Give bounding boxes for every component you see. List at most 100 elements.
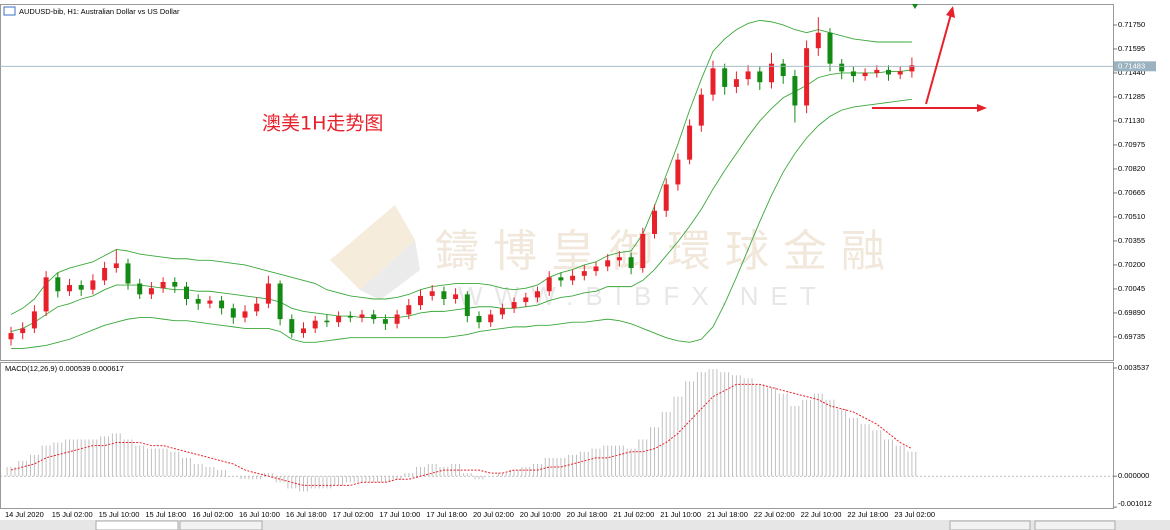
- marker: [912, 4, 918, 9]
- macd-signal: [10, 383, 913, 486]
- candle-body: [792, 76, 798, 106]
- candle-body: [289, 319, 295, 334]
- candle-body: [382, 319, 388, 324]
- candle-body: [581, 271, 587, 276]
- candle-body: [441, 291, 447, 300]
- candle-body: [558, 277, 564, 281]
- candle-body: [546, 277, 552, 292]
- candle-body: [67, 285, 72, 292]
- tab[interactable]: [179, 520, 263, 530]
- current-price-label: 0.71483: [1118, 61, 1145, 70]
- candle-body: [850, 71, 856, 77]
- candle-body: [125, 263, 131, 284]
- x-tick-label: 16 Jul 10:00: [239, 510, 280, 519]
- candle-body: [312, 320, 318, 329]
- tab[interactable]: [95, 520, 179, 530]
- candle-body: [113, 263, 119, 269]
- y-tick-label: 0.71285: [1118, 92, 1145, 101]
- candle-body: [230, 308, 236, 318]
- candle-body: [43, 277, 49, 312]
- y-tick-label: 0.70975: [1118, 140, 1145, 149]
- y-tick-label: 0.69735: [1118, 332, 1145, 341]
- y-tick-label: 0.70200: [1118, 260, 1145, 269]
- candle-body: [804, 48, 810, 106]
- candle-body: [535, 291, 540, 298]
- candle-body: [769, 63, 774, 83]
- watermark: 鑄博皇御環球金融 WWW.BIBFX.NET: [330, 205, 899, 311]
- macd-panel-frame: [0, 362, 1114, 509]
- watermark-logo: [360, 240, 420, 300]
- tab[interactable]: [949, 520, 1031, 530]
- x-tick-label: 16 Jul 02:00: [192, 510, 233, 519]
- candle-body: [570, 275, 576, 281]
- candle-body: [663, 184, 669, 211]
- candle-body: [242, 311, 248, 318]
- candle-body: [464, 294, 470, 317]
- y-tick-label: 0.71440: [1118, 68, 1145, 77]
- candle-body: [172, 281, 178, 287]
- tab-bar: [0, 520, 1170, 530]
- arrow-head: [977, 104, 987, 112]
- x-tick-label: 15 Jul 10:00: [99, 510, 140, 519]
- y-tick-label: 0.69890: [1118, 308, 1145, 317]
- x-tick-label: 22 Jul 02:00: [754, 510, 795, 519]
- watermark-url: WWW.BIBFX.NET: [458, 281, 828, 311]
- macd-label: MACD(12,26,9) 0.000539 0.000617: [5, 364, 124, 373]
- x-tick-label: 17 Jul 18:00: [426, 510, 467, 519]
- bollinger-upper: [10, 19, 912, 315]
- candle-body: [815, 32, 821, 49]
- candle-body: [886, 69, 891, 75]
- x-tick-label: 17 Jul 02:00: [333, 510, 374, 519]
- price-panel-frame: [0, 4, 1114, 361]
- x-tick-label: 16 Jul 18:00: [286, 510, 327, 519]
- x-tick-label: 21 Jul 10:00: [660, 510, 701, 519]
- x-tick-label: 22 Jul 10:00: [801, 510, 842, 519]
- candle-body: [862, 72, 868, 77]
- x-tick-label: 20 Jul 10:00: [520, 510, 561, 519]
- annotation: 澳美1H走势图: [262, 113, 383, 135]
- candle-body: [710, 68, 716, 95]
- candle-body: [55, 277, 61, 292]
- x-tick-label: 20 Jul 02:00: [473, 510, 514, 519]
- candle-body: [406, 305, 412, 315]
- candle-body: [593, 266, 599, 272]
- candle-body: [616, 257, 622, 261]
- tab-bar-bg: [0, 520, 1170, 530]
- candle-body: [745, 71, 751, 80]
- y-tick-label: 0.003537: [1118, 363, 1149, 372]
- arrow-line: [925, 13, 952, 105]
- candle-body: [757, 71, 763, 83]
- x-tick-label: 14 Jul 2020: [5, 510, 44, 519]
- x-tick-label: 23 Jul 02:00: [894, 510, 935, 519]
- candle-body: [429, 291, 435, 296]
- candle-body: [8, 333, 14, 340]
- y-tick-label: -0.001012: [1118, 499, 1152, 508]
- y-tick-label: 0.000000: [1118, 471, 1149, 480]
- candle-body: [301, 328, 306, 334]
- arrow-head: [946, 6, 955, 18]
- x-tick-label: 21 Jul 02:00: [613, 510, 654, 519]
- arrows: [872, 4, 987, 112]
- candle-body: [254, 303, 260, 312]
- candle-body: [90, 280, 96, 290]
- x-tick-label: 15 Jul 02:00: [52, 510, 93, 519]
- candle-body: [511, 302, 517, 309]
- candle-body: [160, 281, 166, 289]
- y-tick-label: 0.71130: [1118, 116, 1145, 125]
- candle-body: [780, 63, 786, 77]
- candle-body: [31, 311, 37, 329]
- candle-body: [277, 283, 283, 320]
- candle-body: [874, 69, 880, 73]
- y-tick-label: 0.71595: [1118, 44, 1145, 53]
- candle-body: [605, 260, 611, 267]
- y-tick-label: 0.70665: [1118, 188, 1145, 197]
- y-tick-label: 0.70045: [1118, 284, 1145, 293]
- tab[interactable]: [1034, 520, 1116, 530]
- candle-body: [499, 308, 505, 315]
- candle-body: [687, 125, 693, 160]
- watermark-text: 鑄博皇御環球金融: [435, 226, 899, 277]
- candle-body: [675, 159, 681, 185]
- watermark-logo: [330, 205, 415, 290]
- candle-body: [324, 320, 330, 323]
